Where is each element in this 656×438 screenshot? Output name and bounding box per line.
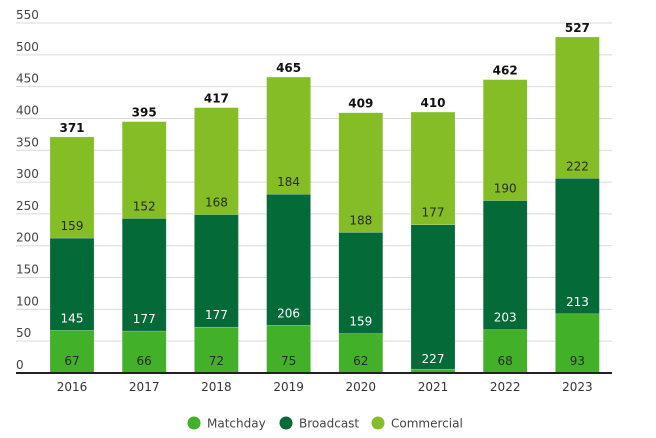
bar-group-2017: 66 177 152 395 [121, 106, 167, 374]
bar-segment-broadcast [482, 200, 528, 330]
x-tick-label: 2019 [273, 380, 304, 394]
bar-segment-commercial [266, 76, 311, 195]
bar-segment-matchday [266, 325, 311, 374]
y-tick-label: 50 [16, 326, 31, 340]
bar-segment-broadcast [338, 232, 384, 334]
total-label: 417 [204, 92, 229, 106]
bar-segment-broadcast [194, 214, 239, 328]
data-label-broadcast: 159 [349, 315, 372, 329]
legend-swatch [279, 416, 293, 430]
y-tick-label: 100 [16, 294, 39, 308]
x-tick-label: 2021 [418, 380, 449, 394]
total-label: 371 [59, 121, 84, 135]
data-label-matchday: 68 [498, 354, 513, 368]
y-tick-label: 200 [16, 231, 39, 245]
total-label: 395 [132, 106, 157, 120]
data-label-broadcast: 203 [494, 311, 517, 325]
data-label-matchday: 75 [281, 354, 296, 368]
bar-group-2018: 72 177 168 417 [194, 92, 239, 374]
bar-group-2021: 227 177 410 [410, 96, 456, 374]
y-tick-label: 550 [16, 8, 39, 22]
y-tick-label: 350 [16, 135, 39, 149]
legend-label: Broadcast [299, 417, 359, 431]
total-label: 462 [493, 64, 518, 78]
x-tick-label: 2022 [490, 380, 521, 394]
data-label-matchday: 72 [209, 354, 224, 368]
data-label-broadcast: 206 [277, 306, 300, 320]
data-label-matchday: 93 [570, 354, 585, 368]
total-label: 410 [420, 96, 445, 110]
data-label-commercial: 222 [566, 159, 589, 173]
bar-segment-matchday [49, 330, 95, 374]
x-tick-label: 2016 [57, 380, 88, 394]
data-label-broadcast: 227 [422, 352, 445, 366]
bar-segment-commercial [121, 121, 167, 219]
bar-group-2016: 67 145 159 371 [49, 121, 95, 374]
x-axis: 2016 2017 2018 2019 2020 2021 2022 2023 [57, 380, 593, 394]
bar-segment-broadcast [555, 178, 600, 315]
bar-segment-commercial [555, 36, 600, 179]
bar-segment-matchday [338, 333, 384, 374]
bar-segment-matchday [194, 326, 239, 374]
legend-swatch [187, 416, 201, 430]
legend-item-broadcast: Broadcast [279, 416, 359, 431]
bar-group-2023: 93 213 222 527 [555, 21, 600, 374]
data-label-broadcast: 145 [61, 311, 84, 325]
bar-group-2019: 75 206 184 465 [266, 61, 311, 374]
bar-segment-broadcast [410, 224, 456, 370]
data-label-matchday: 62 [353, 354, 368, 368]
bar-segment-commercial [338, 112, 384, 233]
x-tick-label: 2023 [562, 380, 593, 394]
y-tick-label: 0 [16, 358, 24, 372]
y-tick-label: 450 [16, 72, 39, 86]
y-tick-label: 500 [16, 40, 39, 54]
x-tick-label: 2018 [201, 380, 232, 394]
bar-segment-commercial [482, 79, 528, 201]
legend-swatch [371, 416, 385, 430]
total-label: 465 [276, 61, 301, 75]
y-tick-label: 300 [16, 167, 39, 181]
bars: 67 145 159 371 66 177 152 395 72 177 168 417 75 206 18… [49, 21, 600, 374]
bar-segment-commercial [194, 107, 239, 215]
data-label-commercial: 184 [277, 175, 300, 189]
total-label: 527 [565, 21, 590, 35]
data-label-commercial: 159 [61, 219, 84, 233]
bar-segment-commercial [49, 136, 95, 239]
legend-label: Matchday [207, 417, 266, 431]
bar-group-2020: 62 159 188 409 [338, 97, 384, 374]
data-label-commercial: 177 [422, 206, 445, 220]
bar-group-2022: 68 203 190 462 [482, 64, 528, 374]
data-label-commercial: 188 [349, 213, 372, 227]
gridlines [16, 22, 612, 342]
data-label-matchday: 67 [64, 354, 79, 368]
data-label-broadcast: 177 [205, 308, 228, 322]
y-tick-label: 400 [16, 103, 39, 117]
bar-segment-broadcast [49, 237, 95, 331]
data-label-commercial: 168 [205, 196, 228, 210]
legend: Matchday Broadcast Commercial [187, 416, 463, 431]
y-tick-label: 150 [16, 263, 39, 277]
data-label-broadcast: 213 [566, 295, 589, 309]
bar-segment-broadcast [121, 218, 167, 332]
bar-segment-broadcast [266, 193, 311, 326]
bar-segment-matchday [555, 313, 600, 374]
legend-label: Commercial [391, 417, 463, 431]
bar-segment-matchday [482, 329, 528, 374]
data-label-matchday: 66 [137, 354, 152, 368]
y-tick-label: 250 [16, 199, 39, 213]
total-label: 409 [348, 97, 373, 111]
y-axis: 0 50 100 150 200 250 300 350 400 450 500 550 [16, 8, 39, 372]
bar-segment-matchday [121, 330, 167, 374]
data-label-broadcast: 177 [133, 312, 156, 326]
legend-item-matchday: Matchday [187, 416, 266, 431]
data-label-commercial: 190 [494, 182, 517, 196]
x-tick-label: 2020 [346, 380, 377, 394]
bar-segment-commercial [410, 111, 456, 225]
legend-item-commercial: Commercial [371, 416, 463, 431]
x-tick-label: 2017 [129, 380, 160, 394]
data-label-commercial: 152 [133, 199, 156, 213]
